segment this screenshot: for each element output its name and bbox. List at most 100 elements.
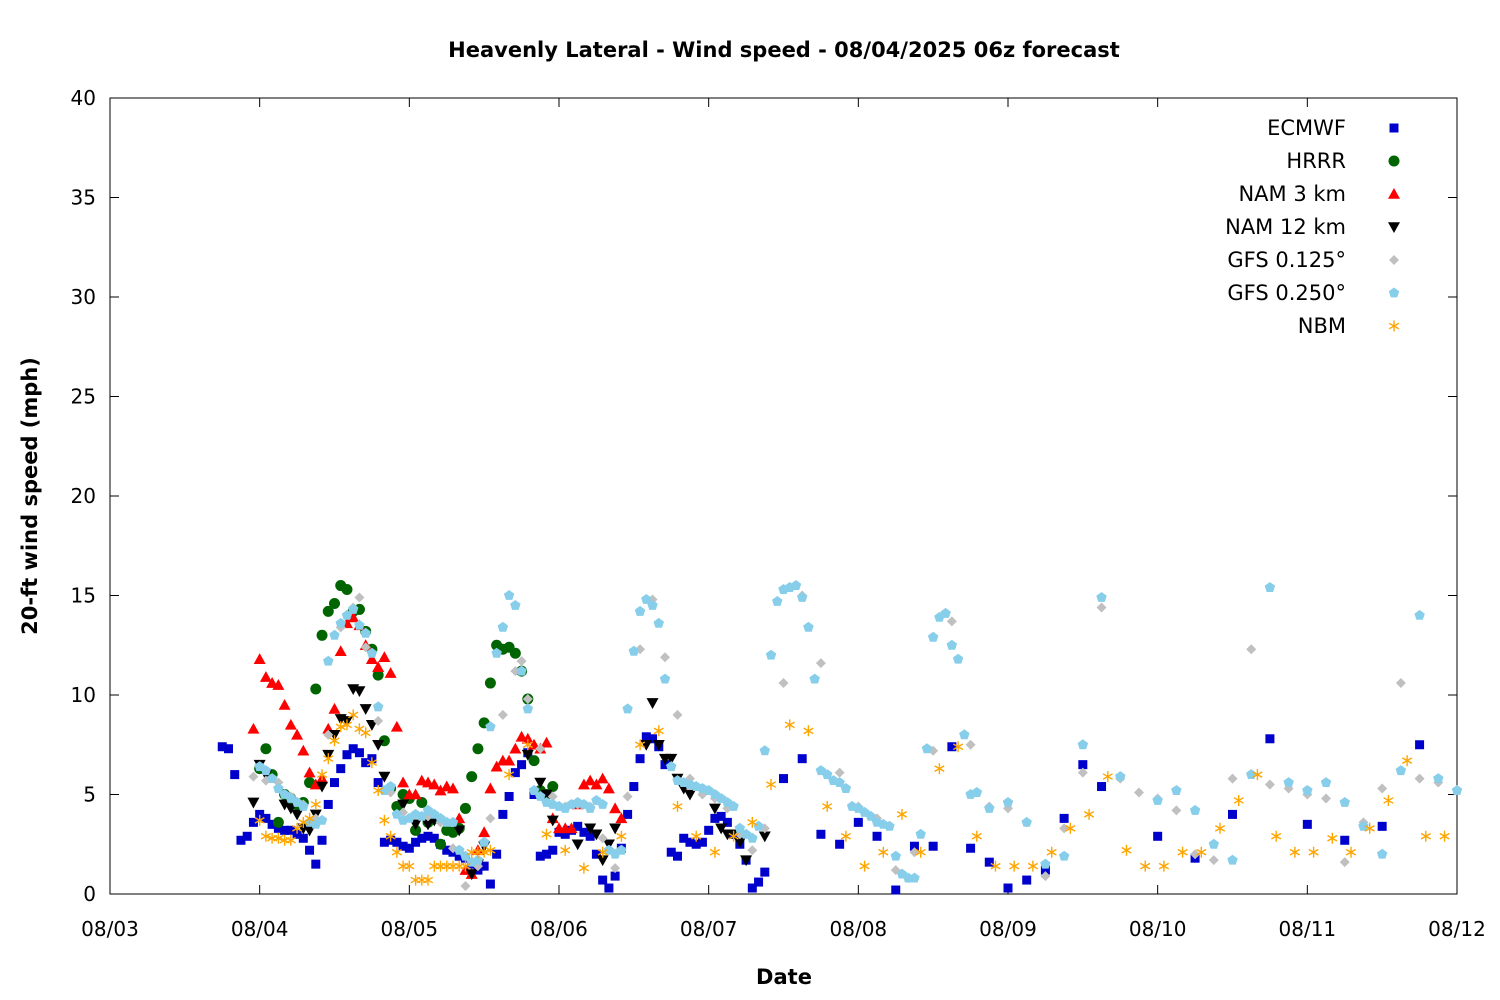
data-point	[747, 816, 758, 828]
data-point	[373, 715, 384, 726]
data-point	[610, 871, 620, 881]
data-point	[1022, 875, 1032, 885]
data-point	[952, 741, 964, 753]
data-point	[354, 723, 365, 735]
data-point	[267, 819, 277, 829]
data-point	[604, 883, 614, 893]
data-point	[409, 788, 422, 800]
data-point	[428, 778, 441, 790]
data-point	[878, 846, 889, 858]
data-point	[1439, 830, 1450, 842]
data-point	[285, 834, 296, 846]
data-point	[286, 825, 296, 835]
data-point	[372, 701, 384, 712]
data-point	[516, 656, 527, 667]
data-point	[410, 874, 421, 886]
data-point	[1096, 592, 1107, 602]
data-point	[422, 819, 435, 831]
data-point	[1065, 822, 1076, 834]
data-point	[253, 653, 266, 664]
data-point	[715, 823, 728, 835]
data-point	[317, 835, 327, 845]
data-point	[1414, 773, 1425, 784]
data-point	[597, 833, 608, 844]
data-point	[217, 742, 227, 752]
data-point	[560, 829, 570, 839]
data-point	[1376, 848, 1388, 859]
data-point	[248, 817, 258, 827]
data-point	[498, 809, 508, 819]
data-point	[584, 774, 597, 786]
data-point	[822, 800, 833, 812]
data-point	[1265, 734, 1275, 744]
data-point	[722, 817, 732, 827]
data-point	[491, 647, 502, 658]
data-point	[521, 749, 534, 761]
legend-label: NBM	[1298, 314, 1346, 338]
data-point	[454, 844, 465, 855]
data-point	[1058, 850, 1070, 861]
data-point	[522, 693, 533, 704]
data-point	[548, 845, 558, 855]
data-point	[378, 651, 391, 662]
data-point	[354, 592, 365, 603]
data-point	[653, 725, 664, 737]
data-point	[354, 619, 365, 630]
data-point	[534, 777, 547, 789]
data-point	[1077, 739, 1089, 750]
data-point	[259, 671, 272, 682]
data-point	[397, 860, 409, 872]
data-point	[404, 860, 415, 872]
data-point	[609, 802, 622, 814]
data-point	[479, 846, 490, 858]
data-point	[540, 789, 553, 801]
data-point	[629, 782, 639, 792]
data-point	[323, 753, 334, 765]
data-point	[260, 830, 272, 842]
data-point	[990, 860, 1001, 872]
data-point	[517, 760, 527, 770]
legend-marker	[1388, 155, 1400, 167]
data-point	[385, 830, 396, 842]
data-point	[747, 845, 758, 856]
data-point	[323, 799, 333, 809]
data-point	[373, 785, 384, 796]
data-point	[971, 787, 983, 797]
data-point	[416, 796, 428, 808]
data-point	[709, 846, 721, 858]
x-axis-title: Date	[756, 965, 812, 989]
data-point	[872, 831, 882, 841]
data-point	[510, 600, 521, 610]
data-point	[353, 686, 366, 698]
data-point	[691, 839, 701, 849]
data-point	[1102, 771, 1113, 783]
data-point	[708, 803, 721, 815]
data-point	[1283, 777, 1294, 787]
data-point	[360, 727, 371, 739]
data-point	[1096, 602, 1107, 613]
data-point	[584, 802, 596, 813]
data-point	[610, 863, 621, 874]
data-point	[1327, 832, 1338, 844]
data-point	[716, 811, 726, 821]
data-point	[672, 800, 683, 812]
data-point	[779, 774, 788, 784]
data-point	[305, 845, 315, 855]
data-point	[959, 729, 970, 740]
x-tick-label: 08/09	[979, 917, 1037, 941]
data-point	[485, 721, 496, 732]
data-point	[660, 652, 671, 663]
data-point	[1171, 785, 1182, 795]
data-point	[366, 647, 378, 658]
data-point	[323, 729, 334, 740]
data-point	[934, 763, 945, 775]
data-point	[946, 639, 958, 650]
data-point	[596, 855, 609, 867]
data-point	[803, 725, 814, 737]
legend-marker	[1388, 287, 1400, 298]
data-point	[653, 617, 664, 628]
data-point	[1358, 820, 1369, 831]
data-point	[1214, 822, 1226, 834]
data-point	[1320, 777, 1332, 787]
data-point	[853, 817, 863, 827]
